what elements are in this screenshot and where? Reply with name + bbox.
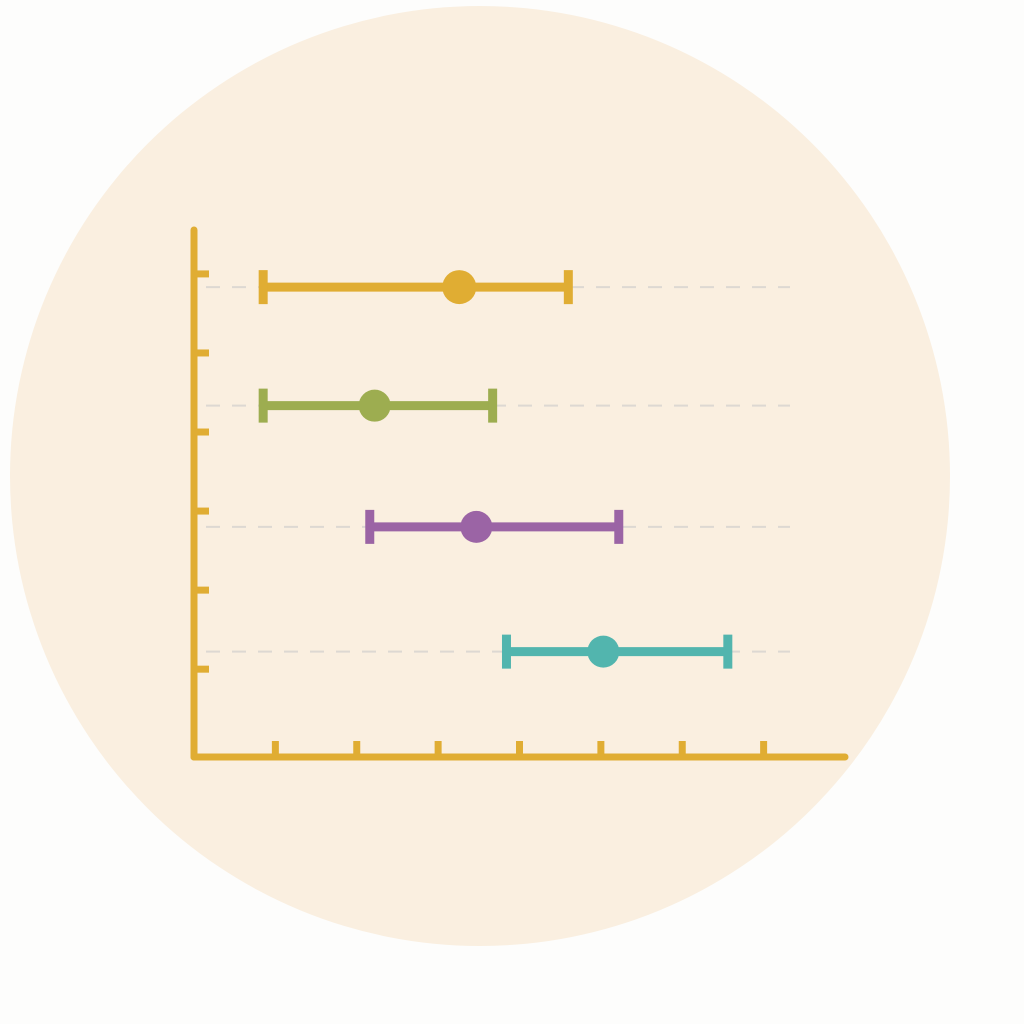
series-group	[258, 270, 733, 669]
point-estimate-marker[interactable]	[442, 270, 477, 305]
point-estimate-marker[interactable]	[587, 635, 620, 668]
point-estimate-marker[interactable]	[358, 389, 391, 422]
error-bar-series-2[interactable]	[258, 388, 498, 423]
error-bar-series-3[interactable]	[365, 509, 624, 544]
error-bar-series-4[interactable]	[501, 634, 733, 669]
gridlines-group	[206, 286, 790, 653]
background-circle	[10, 6, 950, 946]
error-bar-series-1[interactable]	[258, 270, 573, 305]
point-estimate-marker[interactable]	[460, 510, 493, 543]
axes-group	[190, 226, 849, 761]
